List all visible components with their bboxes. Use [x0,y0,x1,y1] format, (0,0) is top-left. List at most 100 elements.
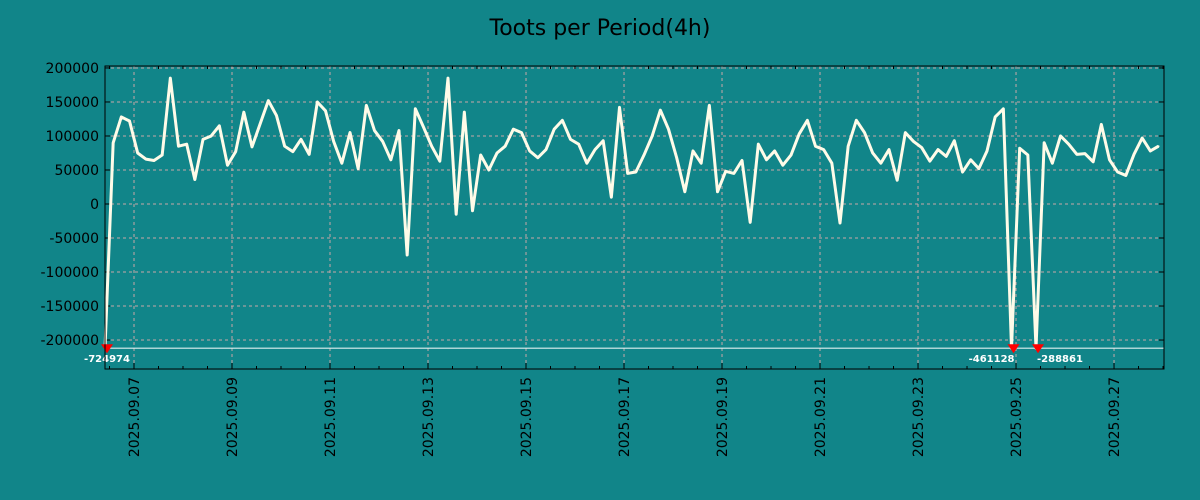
data-point [969,158,972,161]
data-point [267,99,270,102]
data-point [994,115,997,118]
data-point [765,158,768,161]
data-point [365,104,368,107]
y-tick-label: 200000 [46,61,99,77]
data-point [161,154,164,157]
data-point [700,162,703,165]
y-tick-label: 50000 [54,163,99,179]
data-point [610,196,613,199]
data-point [487,168,490,171]
data-point [340,162,343,165]
data-point [1133,153,1136,156]
x-tick-label: 2025.09.23 [911,377,927,457]
data-point [675,156,678,159]
data-point [553,128,556,131]
data-point [1108,158,1111,161]
data-point [275,114,278,117]
data-point [389,158,392,161]
y-tick-label: -200000 [41,333,100,349]
data-point [1124,174,1127,177]
x-tick-label: 2025.09.15 [519,377,535,457]
data-point [716,190,719,193]
data-point [455,213,458,216]
data-point [1100,123,1103,126]
x-tick-label: 2025.09.11 [323,377,339,457]
data-point [561,119,564,122]
data-point [422,126,425,129]
data-point [1149,149,1152,152]
y-tick-label: 100000 [46,129,99,145]
data-point [177,145,180,148]
data-point [308,153,311,156]
y-tick-label: -150000 [41,299,100,315]
data-point [724,170,727,173]
data-point [1026,154,1029,157]
data-point [577,143,580,146]
data-point [651,134,654,137]
y-tick-label: 0 [90,197,99,213]
data-point [226,164,229,167]
clipped-value-label: -461128 [969,354,1015,365]
data-point [602,139,605,142]
data-point [144,158,147,161]
data-point [896,179,899,182]
data-point [977,167,980,170]
y-tick-label: -100000 [41,265,100,281]
data-point [790,154,793,157]
data-point [1043,141,1046,144]
data-point [749,221,752,224]
data-point [112,141,115,144]
data-point [626,172,629,175]
data-point [136,151,139,154]
data-point [732,172,735,175]
data-point [496,151,499,154]
data-point [986,149,989,152]
data-point [324,109,327,112]
data-point [185,143,188,146]
data-point [741,159,744,162]
data-point [1084,152,1087,155]
x-tick-label: 2025.09.21 [813,377,829,457]
data-point [251,145,254,148]
data-point [618,106,621,109]
data-point [193,178,196,181]
data-point [242,111,245,114]
x-tick-label: 2025.09.19 [715,377,731,457]
data-point [520,131,523,134]
data-point [479,154,482,157]
data-point [855,119,858,122]
data-point [447,77,450,80]
data-point [937,148,940,151]
data-point [1141,137,1144,140]
data-point [1075,153,1078,156]
y-tick-label: 150000 [46,95,99,111]
data-point [234,150,237,153]
data-point [1092,160,1095,163]
data-point [634,171,637,174]
chart-title: Toots per Period(4h) [489,16,711,41]
data-point [210,134,213,137]
clipped-value-label: -724974 [84,354,130,365]
plot-frame [104,65,1165,370]
data-point [920,146,923,149]
data-point [545,148,548,151]
x-tick-label: 2025.09.25 [1009,377,1025,457]
data-point [594,148,597,151]
data-point [512,128,515,131]
data-point [585,162,588,165]
x-tick-label: 2025.09.17 [617,377,633,457]
data-point [1116,171,1119,174]
data-point [814,145,817,148]
data-point [120,115,123,118]
x-tick-label: 2025.09.27 [1107,377,1123,457]
data-point [291,150,294,153]
data-point [1002,107,1005,110]
data-point [504,145,507,148]
data-point [218,124,221,127]
data-point [928,160,931,163]
x-tick-label: 2025.09.07 [127,377,143,457]
data-point [912,140,915,143]
data-point [316,100,319,103]
